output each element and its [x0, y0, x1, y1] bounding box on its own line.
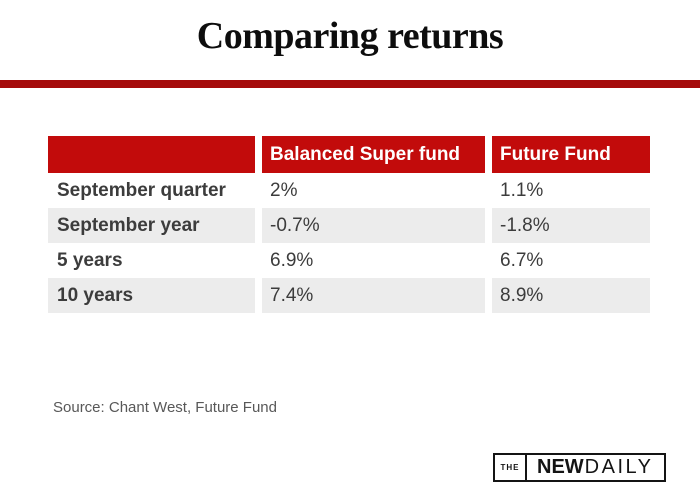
table-header-future-fund: Future Fund — [492, 136, 650, 173]
table-header-balanced-super-fund: Balanced Super fund — [262, 136, 485, 173]
table-cell: -0.7% — [262, 208, 485, 243]
row-label: 10 years — [48, 278, 255, 313]
row-label: September year — [48, 208, 255, 243]
newdaily-logo: THE NEW DAILY — [493, 453, 666, 482]
logo-wordmark: NEW DAILY — [527, 455, 664, 480]
table-cell: -1.8% — [492, 208, 650, 243]
table-cell: 7.4% — [262, 278, 485, 313]
table-cell: 8.9% — [492, 278, 650, 313]
title-divider-bar — [0, 80, 700, 88]
page-title: Comparing returns — [196, 15, 504, 57]
returns-table: Balanced Super fund Future Fund Septembe… — [48, 136, 650, 313]
source-note: Source: Chant West, Future Fund — [53, 399, 277, 416]
logo-new-label: NEW — [537, 456, 584, 478]
table-cell: 2% — [270, 180, 298, 201]
table-cell: 6.9% — [270, 250, 314, 271]
logo-the-label: THE — [495, 455, 527, 480]
logo-daily-label: DAILY — [584, 456, 654, 478]
row-label: 5 years — [57, 250, 123, 271]
table-header-row-labels — [48, 136, 255, 173]
row-label: September quarter — [57, 180, 226, 201]
table-cell: 6.7% — [500, 250, 544, 271]
table-cell: 1.1% — [500, 180, 544, 201]
